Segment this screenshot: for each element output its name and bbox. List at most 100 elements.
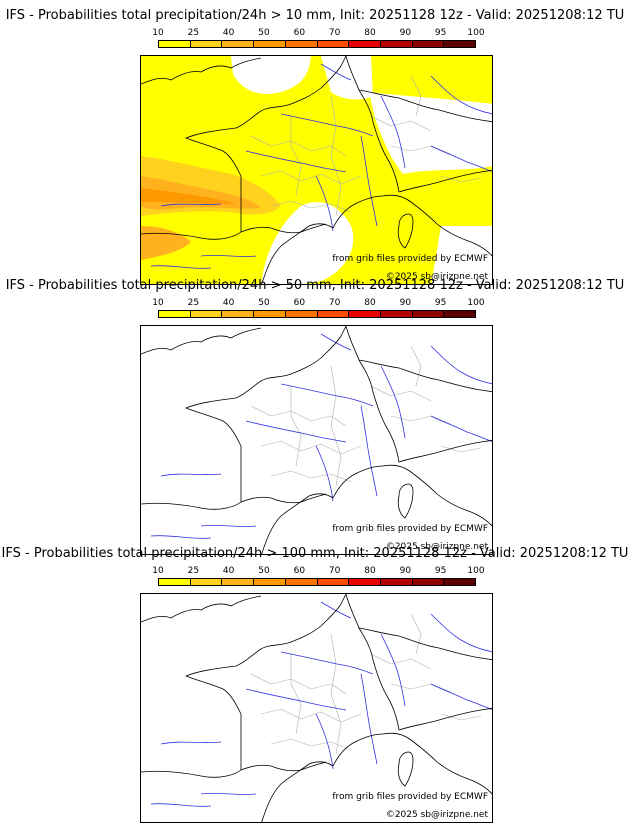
region-boundary <box>440 445 482 453</box>
colorbar-segment <box>222 579 255 585</box>
region-boundary <box>250 405 347 427</box>
island-outline <box>397 483 414 519</box>
colorbar-segment <box>190 579 223 585</box>
river-line <box>430 415 492 442</box>
precipitation-map: from grib files provided by ECMWF ©2025 … <box>140 325 493 555</box>
panel-title: IFS - Probabilities total precipitation/… <box>5 278 625 293</box>
colorbar-tick-label: 10 <box>152 298 164 308</box>
colorbar-ticks: 10 25 40 50 60 70 80 90 95 100 <box>152 28 484 39</box>
river-line <box>430 683 492 710</box>
river-line <box>280 651 374 675</box>
region-boundary <box>270 738 352 751</box>
colorbar-tick-label: 10 <box>152 566 164 576</box>
island-outline <box>397 751 414 787</box>
colorbar-segment <box>317 579 350 585</box>
coastline <box>261 464 492 554</box>
river-line <box>360 135 378 227</box>
river-line <box>360 405 378 497</box>
source-credit: from grib files provided by ECMWF <box>332 792 488 802</box>
no-precip-area <box>431 226 492 284</box>
river-line <box>380 365 406 439</box>
region-boundary <box>250 673 347 695</box>
colorbar-tick-label: 60 <box>293 298 306 308</box>
colorbar-tick-label: 90 <box>399 566 412 576</box>
river-line <box>160 741 222 745</box>
source-credit: from grib files provided by ECMWF <box>332 254 488 264</box>
copyright-credit: ©2025 sb@irizpne.net <box>385 542 488 552</box>
country-border <box>398 707 492 731</box>
map-panel-100mm: IFS - Probabilities total precipitation/… <box>0 546 630 823</box>
country-border <box>398 439 492 463</box>
colorbar-tick-label: 95 <box>434 28 447 38</box>
panel-title: IFS - Probabilities total precipitation/… <box>1 546 629 561</box>
region-boundary <box>390 415 452 425</box>
colorbar-segment <box>412 41 445 47</box>
river-line <box>315 445 334 502</box>
coastline <box>141 595 262 623</box>
river-line <box>360 673 378 765</box>
colorbar-segment <box>159 41 191 47</box>
colorbar-tick-label: 10 <box>152 28 164 38</box>
region-boundary <box>330 633 342 755</box>
country-border <box>345 594 400 731</box>
region-boundary <box>440 713 482 721</box>
country-border <box>358 89 492 123</box>
river-line <box>430 145 492 172</box>
map-panel-50mm: IFS - Probabilities total precipitation/… <box>0 278 630 555</box>
colorbar-tick-label: 60 <box>293 566 306 576</box>
region-boundary <box>260 440 362 455</box>
country-border <box>345 56 400 193</box>
colorbar-segment <box>317 41 350 47</box>
region-boundary <box>260 170 362 185</box>
colorbar-tick-label: 25 <box>187 28 200 38</box>
colorbar-tick-label: 70 <box>328 298 341 308</box>
river-line <box>245 150 347 173</box>
river-line <box>245 420 347 443</box>
river-line <box>280 383 374 407</box>
map-canvas <box>141 326 492 554</box>
colorbar-segment <box>380 311 413 317</box>
colorbar-tick-label: 60 <box>293 28 306 38</box>
river-line <box>150 803 212 807</box>
colorbar-tick-label: 90 <box>399 28 412 38</box>
river-line <box>160 473 222 477</box>
coastline <box>141 57 262 85</box>
colorbar-segment <box>412 579 445 585</box>
no-precip-area <box>261 202 354 284</box>
region-boundary <box>440 175 482 183</box>
country-border <box>345 326 400 463</box>
precipitation-map: from grib files provided by ECMWF ©2025 … <box>140 593 493 823</box>
region-boundary <box>260 708 362 723</box>
colorbar-segment <box>444 41 476 47</box>
river-line <box>245 688 347 711</box>
copyright-credit: ©2025 sb@irizpne.net <box>385 272 488 282</box>
river-line <box>150 535 212 539</box>
colorbar-segment <box>285 41 318 47</box>
colorbar-tick-label: 40 <box>222 566 235 576</box>
coastline <box>261 732 492 822</box>
region-boundary <box>290 116 302 197</box>
colorbar-segment <box>254 579 286 585</box>
colorbar-segment <box>159 579 191 585</box>
region-boundary <box>290 654 302 735</box>
region-boundary <box>270 470 352 483</box>
region-boundary <box>330 365 342 487</box>
colorbar-segment <box>222 311 255 317</box>
colorbar <box>158 578 476 586</box>
river-line <box>380 633 406 707</box>
colorbar-segment <box>285 579 318 585</box>
colorbar-ticks: 10 25 40 50 60 70 80 90 95 100 <box>152 566 484 577</box>
colorbar-tick-label: 70 <box>328 566 341 576</box>
colorbar-tick-label: 50 <box>258 28 270 38</box>
country-border <box>240 223 327 234</box>
river-line <box>430 613 492 653</box>
colorbar-segment <box>412 311 445 317</box>
river-line <box>200 793 257 795</box>
river-line <box>315 175 334 232</box>
colorbar <box>158 310 476 318</box>
precipitation-map: from grib files provided by ECMWF ©2025 … <box>140 55 493 285</box>
colorbar-tick-label: 100 <box>467 28 485 38</box>
colorbar-tick-label: 80 <box>364 298 376 308</box>
region-boundary <box>390 683 452 693</box>
colorbar-segment <box>444 311 476 317</box>
